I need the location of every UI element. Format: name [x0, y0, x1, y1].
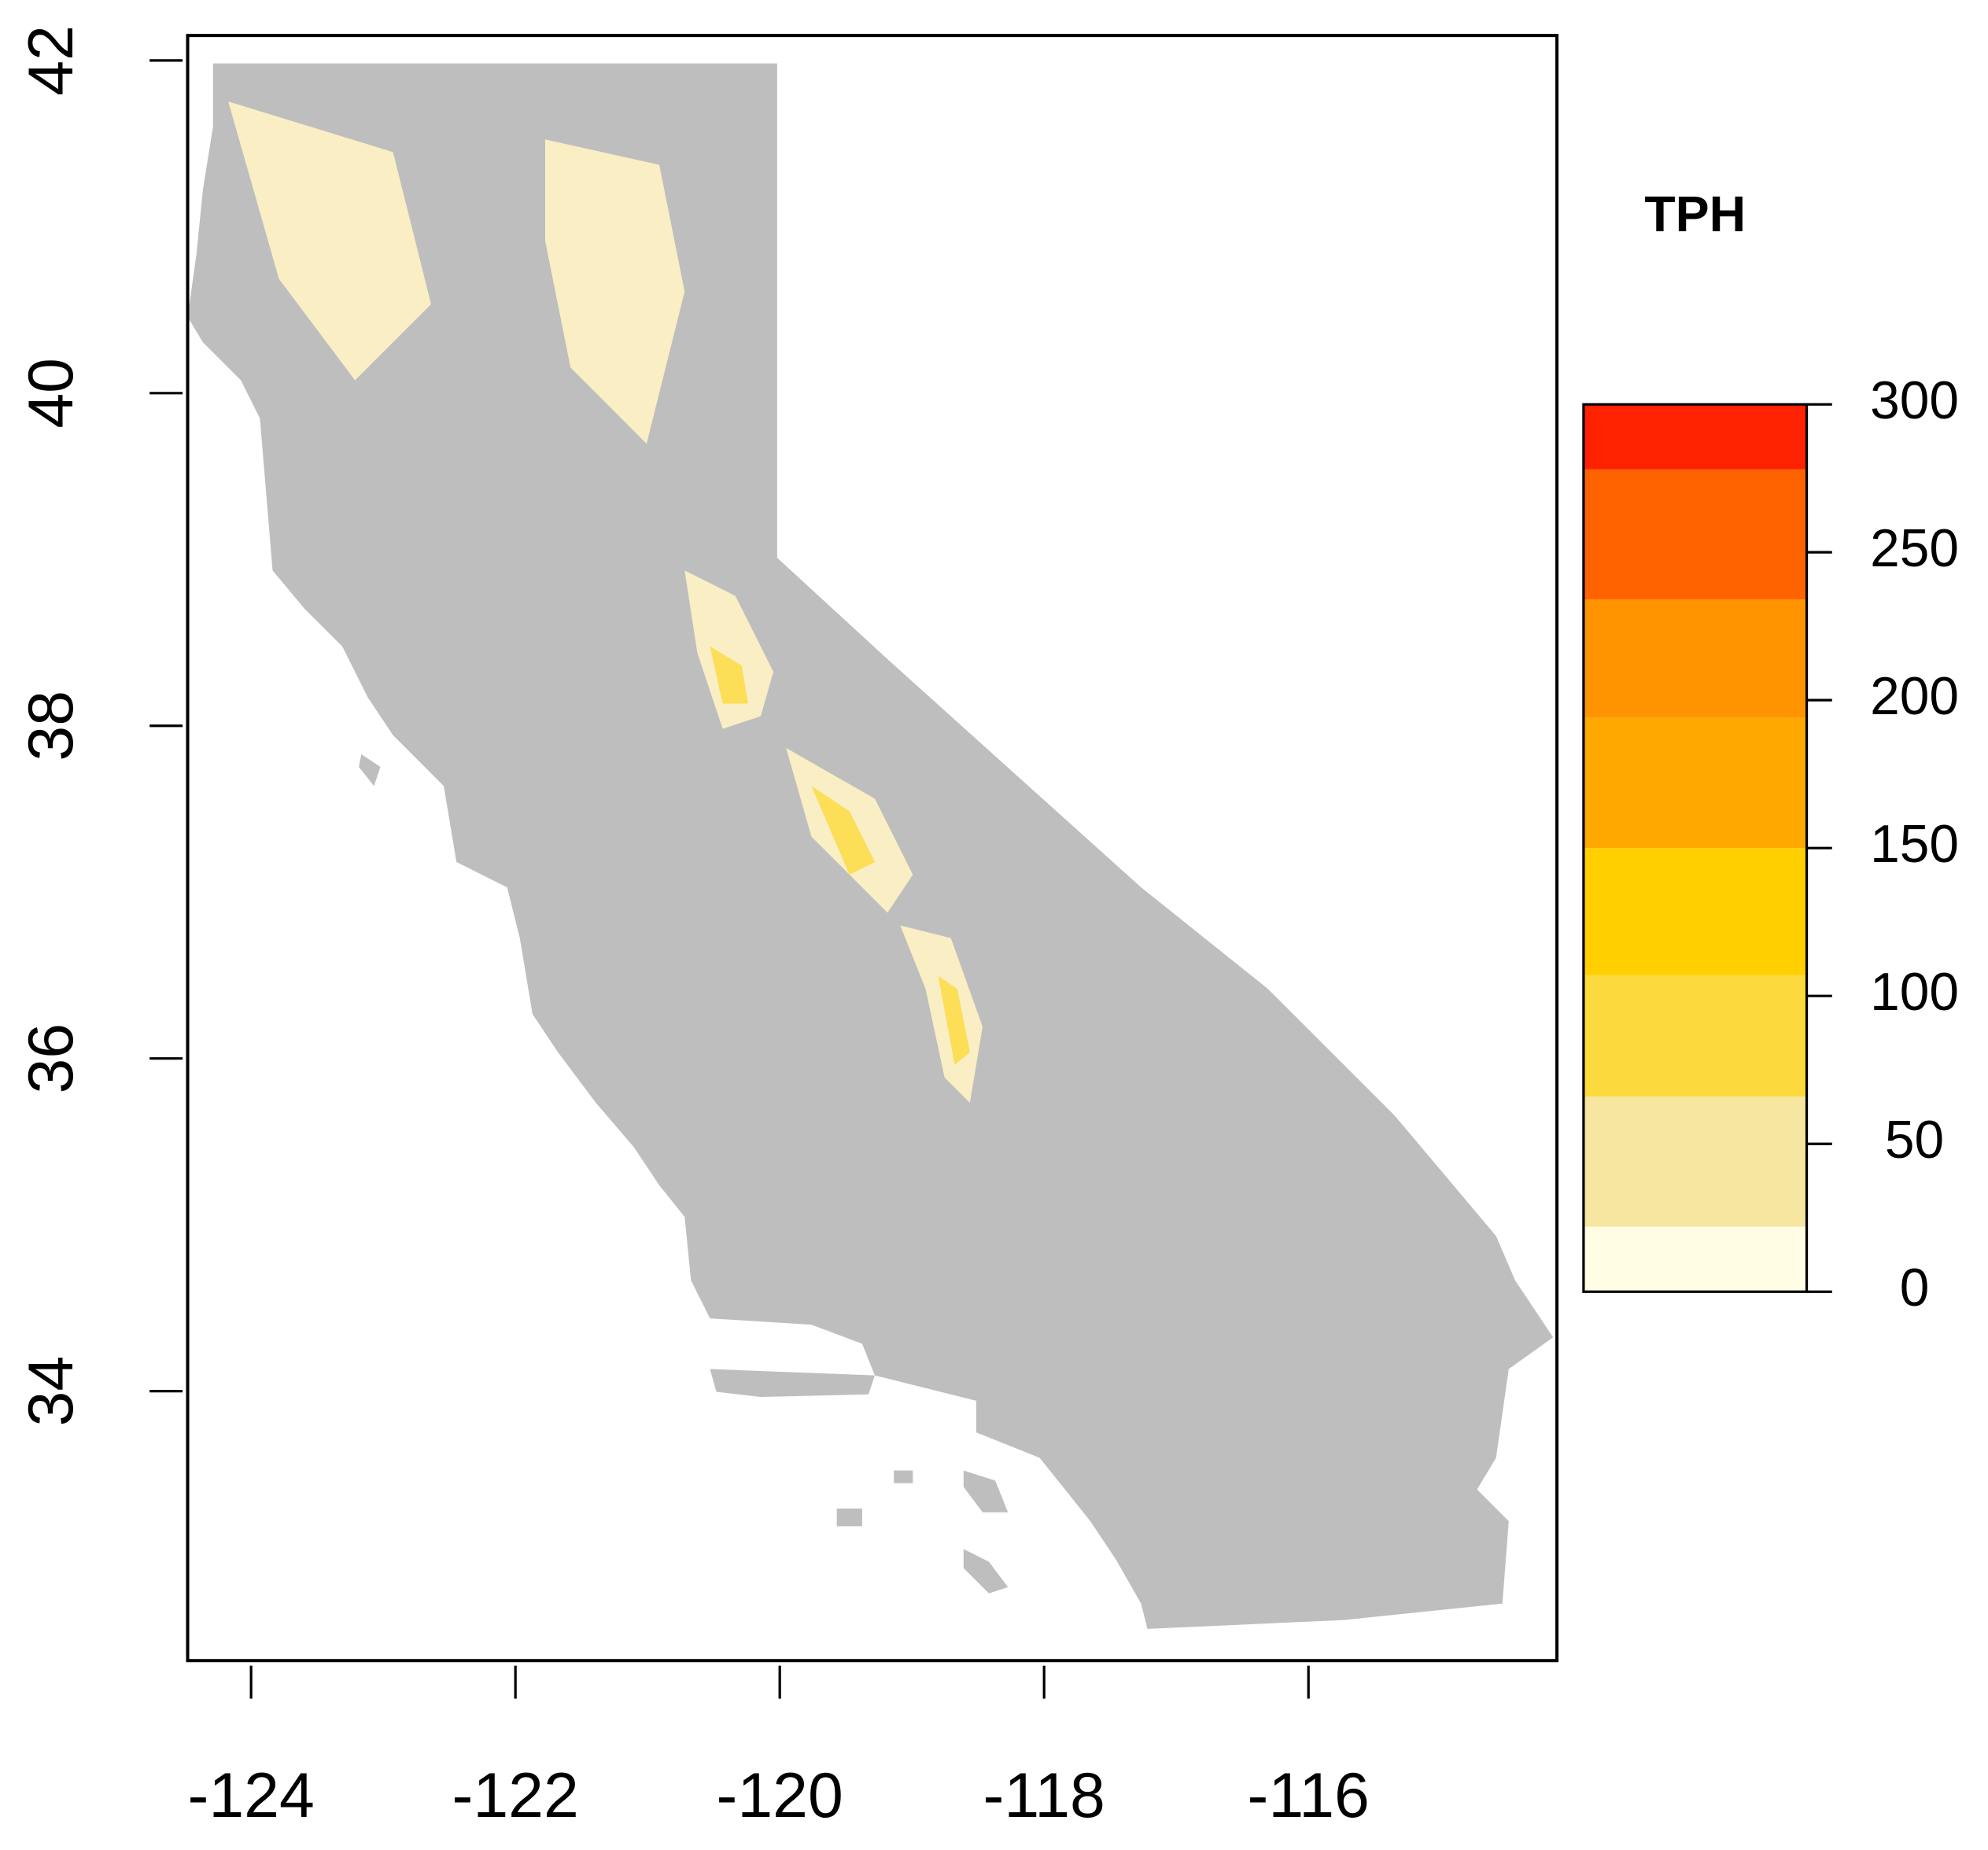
axes: -124 -122 -120 -118 -116 34 36 38 40 42 0 50 100 150 2…	[16, 25, 1959, 1831]
forest-cells-high	[710, 646, 970, 1065]
x-tick-label: -124	[188, 1760, 315, 1831]
y-tick-label: 36	[16, 1023, 87, 1094]
legend-title: TPH	[1644, 186, 1746, 242]
x-tick-label: -122	[452, 1760, 579, 1831]
legend-band	[1583, 469, 1807, 600]
y-tick-label: 42	[16, 25, 87, 96]
y-tick-label: 38	[16, 691, 87, 761]
forest-cells	[228, 101, 983, 1104]
legend-band	[1583, 404, 1807, 470]
legend-tick-label: 200	[1870, 667, 1959, 726]
x-tick-label: -118	[983, 1760, 1105, 1831]
legend-band	[1583, 975, 1807, 1097]
legend-tick-label: 0	[1900, 1259, 1930, 1317]
x-tick-label: -116	[1248, 1760, 1370, 1831]
legend-band	[1583, 1226, 1807, 1292]
plot-frame	[186, 34, 1559, 1663]
x-tick-label: -120	[717, 1760, 843, 1831]
map	[187, 63, 1554, 1629]
islands	[359, 754, 1009, 1594]
y-tick-label: 40	[16, 358, 87, 429]
legend-tick-label: 250	[1870, 519, 1959, 578]
legend-band	[1583, 1096, 1807, 1227]
y-tick-label: 34	[16, 1356, 87, 1427]
legend-tick-label: 50	[1885, 1111, 1944, 1170]
legend-band	[1583, 717, 1807, 849]
legend-band	[1583, 599, 1807, 718]
legend-tick-label: 100	[1870, 963, 1959, 1022]
legend-tick-label: 300	[1870, 371, 1959, 430]
legend-tick-label: 150	[1870, 815, 1959, 874]
legend-band	[1583, 848, 1807, 975]
